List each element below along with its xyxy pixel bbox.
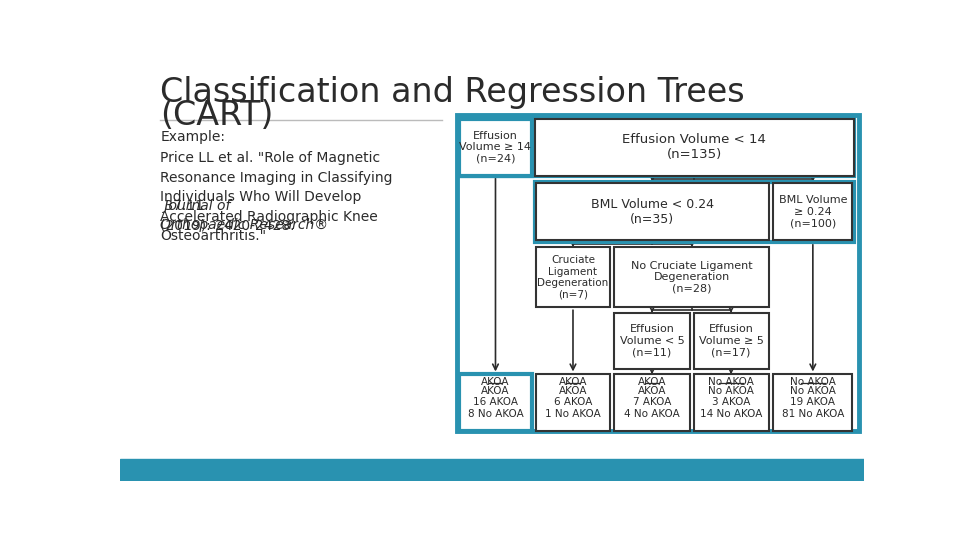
Text: AKOA
7 AKOA
4 No AKOA: AKOA 7 AKOA 4 No AKOA xyxy=(624,386,680,419)
Text: Effusion Volume < 14
(n=135): Effusion Volume < 14 (n=135) xyxy=(622,133,766,161)
Bar xyxy=(537,247,610,307)
Bar xyxy=(537,184,769,240)
Text: BML Volume
≥ 0.24
(n=100): BML Volume ≥ 0.24 (n=100) xyxy=(779,195,847,228)
Text: (CART): (CART) xyxy=(160,99,274,132)
Bar xyxy=(774,374,852,430)
Bar xyxy=(693,313,769,369)
Bar xyxy=(535,119,854,176)
Text: AKOA: AKOA xyxy=(637,377,666,387)
Bar xyxy=(535,182,854,242)
Bar xyxy=(614,313,689,369)
Text: AKOA: AKOA xyxy=(481,377,510,387)
Text: BML Volume < 0.24
(n=35): BML Volume < 0.24 (n=35) xyxy=(591,198,714,226)
Bar xyxy=(614,247,770,307)
Text: Effusion
Volume ≥ 5
(n=17): Effusion Volume ≥ 5 (n=17) xyxy=(699,324,763,357)
Text: AKOA: AKOA xyxy=(559,377,588,387)
Bar xyxy=(693,374,769,430)
Text: Effusion
Volume ≥ 14
(n=24): Effusion Volume ≥ 14 (n=24) xyxy=(460,131,532,164)
Text: Journal of
Orthopaedic Research®: Journal of Orthopaedic Research® xyxy=(160,199,328,232)
Text: No AKOA: No AKOA xyxy=(790,377,836,387)
Bar xyxy=(459,374,532,430)
Text: No AKOA
19 AKOA
81 No AKOA: No AKOA 19 AKOA 81 No AKOA xyxy=(781,386,844,419)
Text: AKOA
6 AKOA
1 No AKOA: AKOA 6 AKOA 1 No AKOA xyxy=(545,386,601,419)
Bar xyxy=(120,459,864,481)
Text: No Cruciate Ligament
Degeneration
(n=28): No Cruciate Ligament Degeneration (n=28) xyxy=(631,261,753,294)
Bar xyxy=(774,184,852,240)
Bar xyxy=(459,119,532,176)
Text: Effusion
Volume < 5
(n=11): Effusion Volume < 5 (n=11) xyxy=(619,324,684,357)
Text: Price LL et al. "Role of Magnetic
Resonance Imaging in Classifying
Individuals W: Price LL et al. "Role of Magnetic Resona… xyxy=(160,151,393,243)
Bar xyxy=(614,374,689,430)
Text: No AKOA: No AKOA xyxy=(708,377,754,387)
Text: No AKOA
3 AKOA
14 No AKOA: No AKOA 3 AKOA 14 No AKOA xyxy=(700,386,762,419)
Bar xyxy=(537,374,610,430)
Text: Example:: Example: xyxy=(160,130,226,144)
Text: 37.11
(2019): 2420-2428.: 37.11 (2019): 2420-2428. xyxy=(160,199,295,232)
Text: AKOA
16 AKOA
8 No AKOA: AKOA 16 AKOA 8 No AKOA xyxy=(468,386,523,419)
Text: Cruciate
Ligament
Degeneration
(n=7): Cruciate Ligament Degeneration (n=7) xyxy=(538,255,609,300)
Bar xyxy=(457,115,858,430)
Bar xyxy=(459,119,854,176)
Text: Classification and Regression Trees: Classification and Regression Trees xyxy=(160,76,745,109)
